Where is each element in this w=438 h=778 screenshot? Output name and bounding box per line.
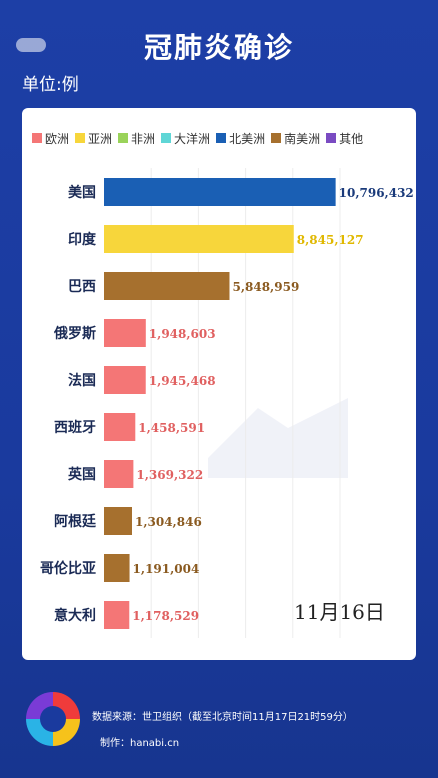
bar — [104, 366, 146, 394]
category-label: 印度 — [68, 231, 97, 248]
category-label: 巴西 — [68, 279, 96, 295]
legend-item: 北美洲 — [216, 128, 265, 148]
date-label: 11月16日 — [294, 600, 385, 624]
legend-swatch — [271, 133, 282, 143]
legend-item: 其他 — [326, 128, 363, 148]
legend-swatch — [161, 133, 172, 143]
value-label: 1,945,468 — [149, 374, 216, 388]
legend-swatch — [32, 133, 42, 143]
bar — [104, 460, 134, 488]
category-label: 哥伦比亚 — [40, 560, 96, 577]
legend-label: 亚洲 — [88, 131, 113, 146]
bar — [104, 601, 130, 629]
legend-item: 亚洲 — [75, 128, 112, 148]
legend-label: 大洋洲 — [174, 131, 211, 146]
category-label: 俄罗斯 — [53, 325, 96, 342]
value-label: 1,948,603 — [149, 327, 216, 341]
category-label: 法国 — [68, 372, 96, 389]
legend-label: 欧洲 — [45, 131, 70, 146]
legend-label: 其他 — [339, 131, 364, 146]
value-label: 5,848,959 — [232, 280, 299, 294]
category-label: 意大利 — [54, 607, 96, 624]
legend-label: 南美洲 — [284, 131, 321, 146]
value-label: 10,796,432 — [339, 186, 414, 200]
footer-logo-icon — [26, 692, 80, 746]
category-label: 西班牙 — [54, 419, 96, 436]
legend-item: 大洋洲 — [161, 128, 210, 148]
value-label: 8,845,127 — [297, 233, 364, 247]
value-label: 1,458,591 — [138, 421, 205, 435]
value-label: 1,304,846 — [135, 515, 202, 529]
bar — [104, 413, 136, 441]
legend-label: 非洲 — [131, 131, 156, 146]
bar — [104, 178, 336, 206]
legend-swatch — [118, 133, 129, 143]
value-label: 1,369,322 — [136, 468, 203, 482]
legend-item: 欧洲 — [32, 128, 69, 148]
watermark-icon — [208, 398, 348, 478]
value-label: 1,178,529 — [132, 609, 199, 623]
bar-chart: 美国 10,796,432 印度 8,845,127 巴西 5,848,959 俄罗斯 1,9… — [40, 168, 414, 638]
legend-label: 北美洲 — [229, 131, 266, 146]
category-label: 英国 — [67, 466, 96, 483]
unit-label: 单位:例 — [22, 75, 79, 95]
bar — [104, 319, 146, 347]
legend-item: 非洲 — [118, 128, 155, 148]
chart-card: 欧洲 亚洲 非洲 大洋洲 北美洲 南美洲 其他 美国 10,796,432 印度 8,845,12… — [22, 108, 416, 660]
bar — [104, 272, 230, 300]
bar — [104, 554, 130, 582]
brand-mark — [16, 38, 46, 52]
page-title: 冠肺炎确诊 — [143, 31, 294, 64]
bar — [104, 507, 132, 535]
chart-legend: 欧洲 亚洲 非洲 大洋洲 北美洲 南美洲 其他 — [32, 128, 416, 148]
footer-credit: 制作：hanabi.cn — [100, 738, 180, 749]
value-label: 1,191,004 — [133, 562, 200, 576]
bar — [104, 225, 294, 253]
footer-source: 数据来源：世卫组织（截至北京时间11月17日21时59分） — [92, 712, 353, 723]
category-label: 美国 — [68, 184, 96, 201]
legend-swatch — [326, 133, 337, 143]
category-label: 阿根廷 — [54, 513, 97, 530]
legend-swatch — [216, 133, 227, 143]
legend-item: 南美洲 — [271, 128, 320, 148]
legend-swatch — [75, 133, 86, 143]
